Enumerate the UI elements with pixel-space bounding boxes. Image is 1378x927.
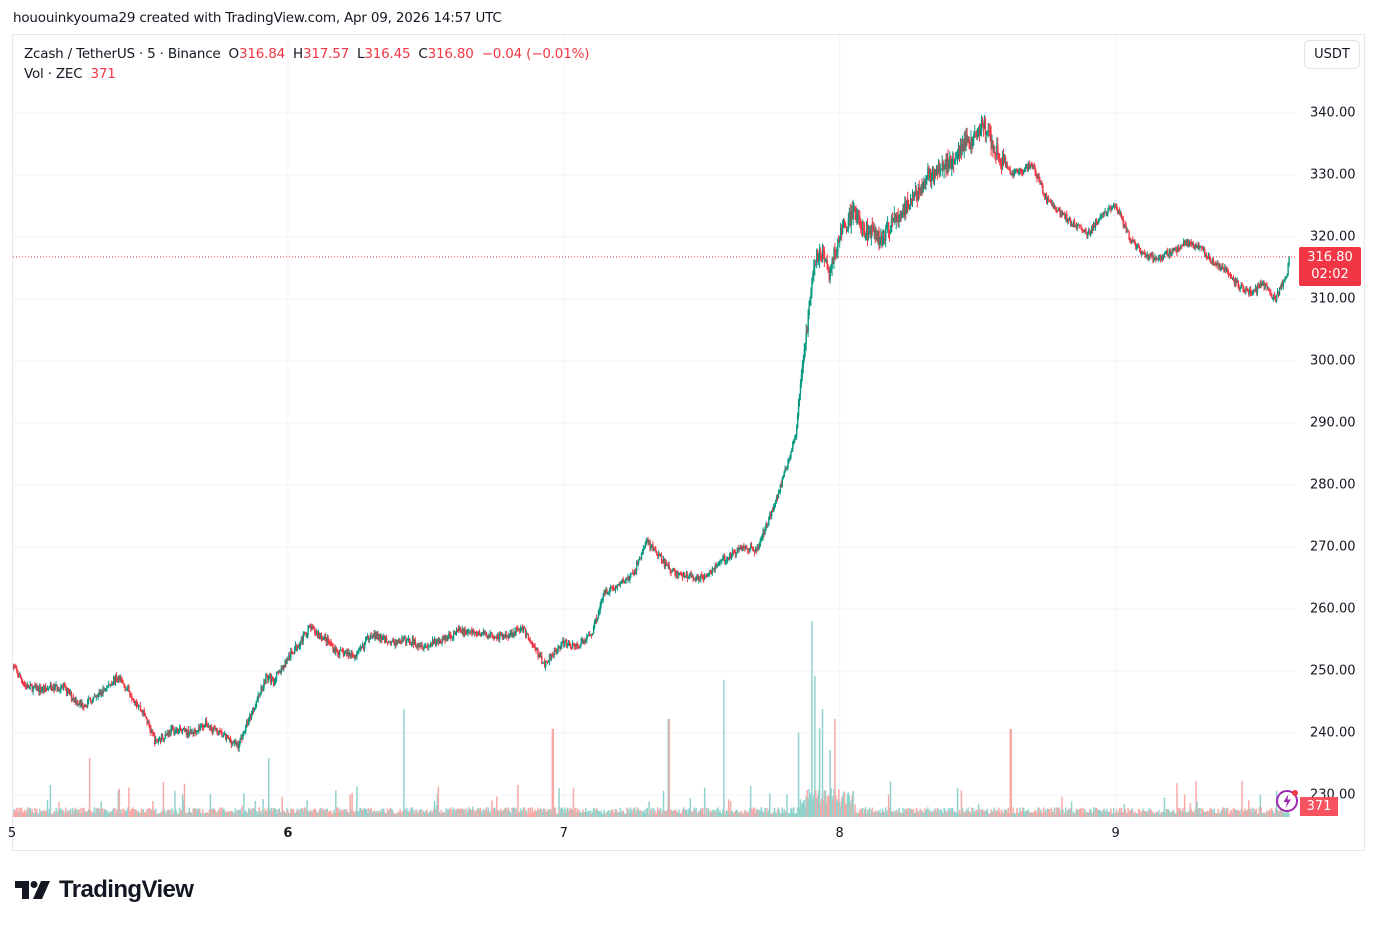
legend-volume-value: 371 [90, 66, 116, 82]
price-axis-label: 330.00 [1310, 167, 1356, 183]
tradingview-logo-icon [15, 881, 50, 899]
last-price-tag: 316.80 02:02 [1299, 247, 1361, 286]
chart-legend: Zcash / TetherUS · 5 · Binance O316.84 H31… [24, 44, 589, 84]
price-axis-label: 260.00 [1310, 601, 1356, 617]
price-axis-label: 320.00 [1310, 229, 1356, 245]
time-axis-label: 8 [835, 826, 844, 841]
time-axis-label: 9 [1111, 826, 1120, 841]
tradingview-logo[interactable]: TradingView [15, 876, 194, 904]
time-axis-label: 6 [283, 826, 293, 841]
currency-button[interactable]: USDT [1304, 40, 1360, 69]
legend-symbol[interactable]: Zcash / TetherUS · 5 · Binance [24, 46, 221, 62]
price-axis-label: 340.00 [1310, 105, 1356, 121]
time-axis-label: 7 [559, 826, 568, 841]
candles [13, 114, 1290, 753]
price-axis-label: 270.00 [1310, 539, 1356, 555]
bar-countdown: 02:02 [1311, 267, 1349, 282]
price-axis-label: 240.00 [1310, 725, 1356, 741]
tradingview-logo-text: TradingView [59, 876, 194, 903]
candlestick-chart[interactable] [13, 35, 1297, 817]
legend-low-label: L [357, 46, 365, 62]
price-scale[interactable]: 230.00 240.00 250.00 260.00 270.00 280.00 290.… [1297, 35, 1364, 817]
price-axis-label: 310.00 [1310, 291, 1356, 307]
legend-high-value: 317.57 [302, 46, 350, 62]
legend-volume-label[interactable]: Vol · ZEC [24, 66, 83, 82]
legend-open-value: 316.84 [238, 46, 286, 62]
lightning-alert-icon[interactable] [1275, 788, 1300, 813]
chart-frame [12, 34, 1365, 851]
price-axis-label: 280.00 [1310, 477, 1356, 493]
price-axis-label: 290.00 [1310, 415, 1356, 431]
price-axis-label: 300.00 [1310, 353, 1356, 369]
chart-plot-area[interactable] [13, 35, 1297, 817]
time-axis-label: 5 [7, 826, 17, 841]
legend-high-label: H [293, 46, 303, 62]
legend-change: −0.04 (−0.01%) [481, 46, 590, 62]
legend-volume-row: Vol · ZEC 371 [24, 64, 589, 84]
price-axis-label: 250.00 [1310, 663, 1356, 679]
volume-bars [13, 621, 1290, 817]
volume-value-tag: 371 [1300, 797, 1338, 816]
legend-ohlc-row: Zcash / TetherUS · 5 · Binance O316.84 H31… [24, 44, 589, 64]
legend-low-value: 316.45 [364, 46, 411, 62]
grid-lines [13, 35, 1297, 817]
attribution-text: hououinkyouma29 created with TradingView… [13, 10, 502, 26]
last-price-value: 316.80 [1307, 250, 1353, 265]
legend-open-label: O [228, 46, 240, 62]
legend-close-label: C [418, 46, 428, 62]
time-scale[interactable]: 5 6 7 8 9 [8, 817, 1297, 850]
legend-close-value: 316.80 [427, 46, 474, 62]
